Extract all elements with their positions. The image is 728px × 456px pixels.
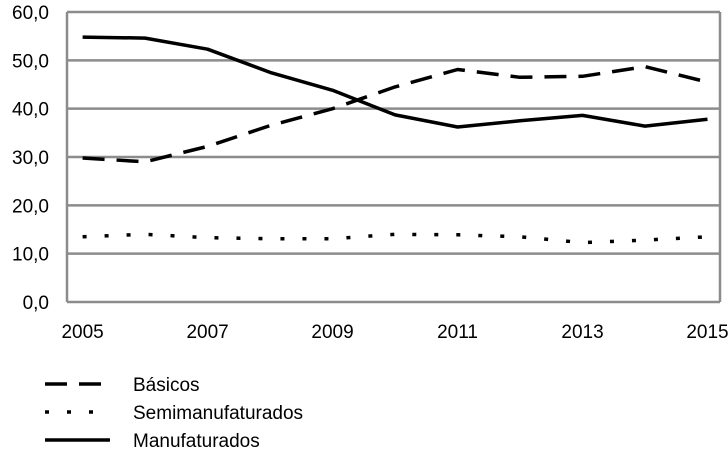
- legend-label: Manufaturados: [133, 431, 260, 451]
- series-line-semimanufaturados: [82, 232, 708, 245]
- legend-label: Semimanufaturados: [133, 403, 303, 424]
- x-tick-label: 2015: [686, 322, 728, 343]
- x-tick-label: 2011: [437, 322, 478, 343]
- legend-item-básicos: Básicos: [45, 375, 200, 396]
- legend-item-semimanufaturados: Semimanufaturados: [45, 403, 303, 424]
- y-tick-label: 50,0: [12, 51, 49, 72]
- x-tick-label: 2013: [561, 322, 603, 343]
- y-tick-label: 0,0: [23, 293, 49, 314]
- series-lines: [82, 35, 708, 245]
- y-tick-label: 60,0: [12, 3, 49, 24]
- y-tick-label: 40,0: [12, 100, 49, 121]
- x-tick-label: 2009: [311, 322, 353, 343]
- legend: Básicos Semimanufaturados Manufaturados: [45, 375, 303, 452]
- legend-label: Básicos: [133, 375, 200, 396]
- y-tick-label: 10,0: [12, 245, 49, 266]
- x-tick-label: 2007: [186, 322, 228, 343]
- series-line-básicos: [82, 64, 708, 164]
- series-line-manufaturados: [82, 35, 708, 129]
- x-tick-label: 2005: [61, 322, 103, 343]
- legend-item-manufaturados: Manufaturados: [45, 431, 260, 452]
- y-tick-label: 20,0: [12, 196, 49, 217]
- axes: 0,0 10,0 20,0 30,0 40,0 50,0 60,0 2005 2007 2009 2…: [12, 3, 728, 343]
- gridlines: [65, 10, 722, 304]
- y-tick-label: 30,0: [12, 148, 49, 169]
